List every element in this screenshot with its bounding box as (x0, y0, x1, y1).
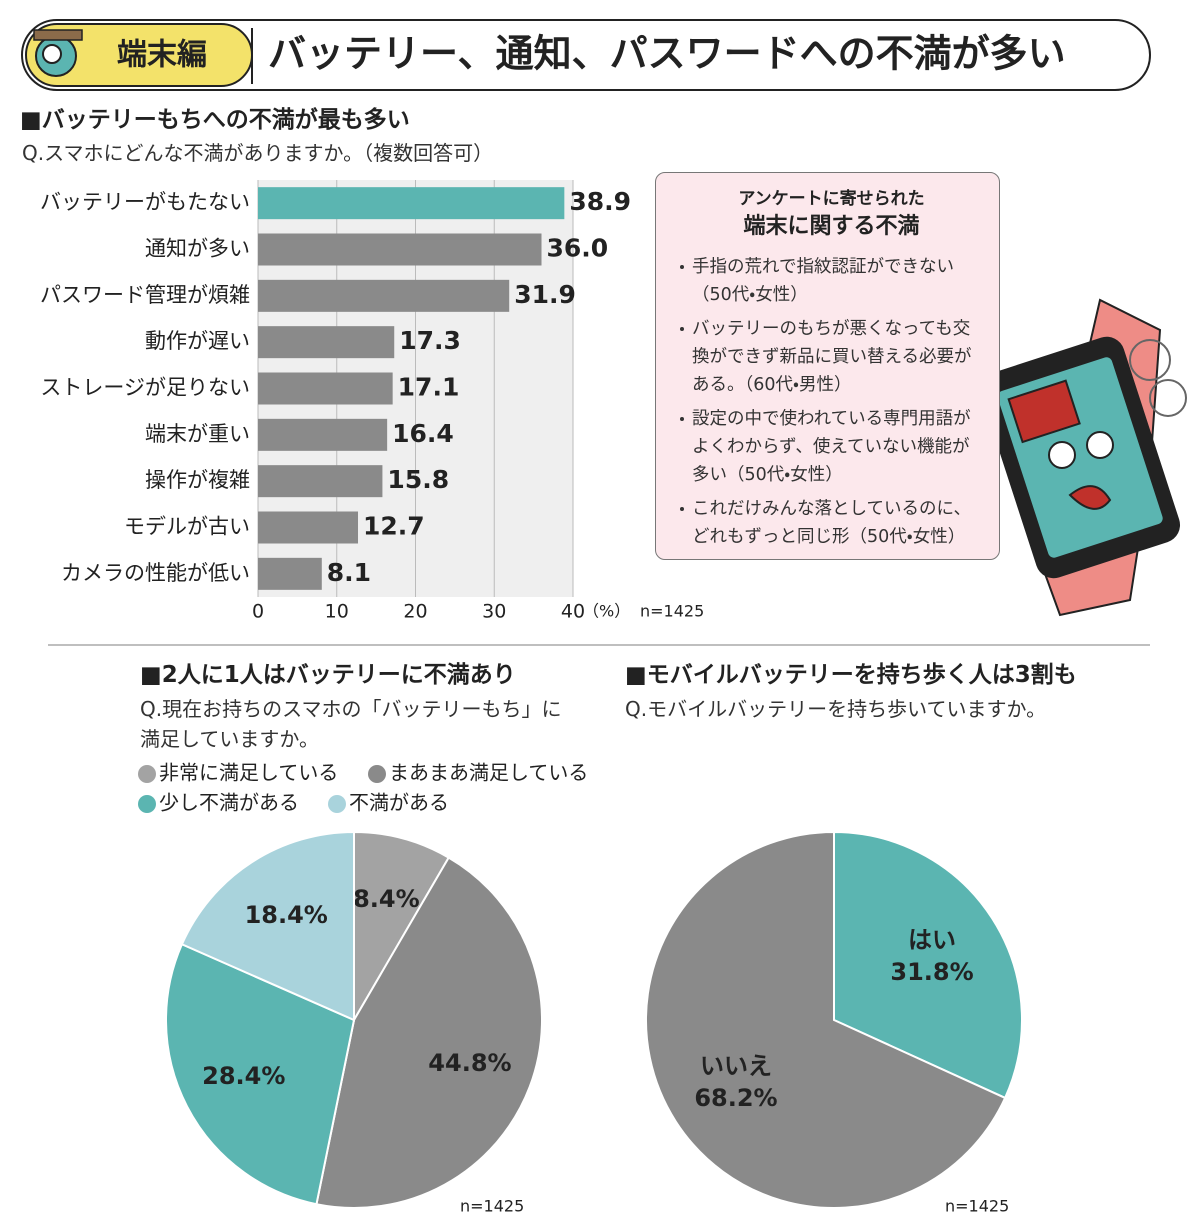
y-tick-label: カメラの性能が低い (61, 561, 250, 585)
bar (258, 418, 388, 451)
value-label: 17.3 (399, 326, 461, 355)
mascot-hat (33, 29, 83, 41)
value-label: 38.9 (569, 187, 631, 216)
x-tick-label: 40 (561, 601, 585, 623)
bullet (680, 265, 684, 269)
slice-name: いいえ (700, 1052, 772, 1080)
illustration (980, 298, 1187, 617)
bar (258, 372, 393, 405)
bar (258, 465, 383, 498)
chart-title: ■2人に1人はバッテリーに不満あり (140, 662, 516, 688)
comment-text: 設定の中で使われている専門用語がよくわからず、使えていない機能が多い（50代・女… (692, 409, 971, 485)
comment-item: これだけみんな落としているのに、どれもずっと同じ形（50代・女性） (678, 495, 985, 551)
pie-slice (180, 830, 355, 1022)
badge-text: 端末編 (117, 38, 207, 73)
value-label: 31.8% (890, 958, 973, 986)
y-tick-label: 端末が重い (145, 422, 250, 446)
bar (258, 511, 359, 544)
legend-label: 非常に満足している (159, 761, 338, 785)
value-label: 15.8 (387, 465, 449, 494)
pie-slice (315, 856, 543, 1209)
value-label: 18.4% (245, 901, 328, 929)
value-label: 8.4% (353, 885, 420, 913)
y-tick-label: パスワード管理が煩雑 (40, 283, 250, 307)
pie-slice (833, 830, 1023, 1100)
bullet (680, 417, 684, 421)
value-label: 8.1 (327, 558, 371, 587)
value-label: 16.4 (392, 419, 454, 448)
illustration-battery (1007, 379, 1081, 444)
sample-size: n=1425 (640, 602, 704, 621)
header-title: バッテリー、通知、パスワードへの不満が多い (268, 32, 1066, 76)
header-frame (21, 19, 1151, 91)
sample-size: n=1425 (945, 1197, 1009, 1216)
bullet (680, 507, 684, 511)
legend-label: まあまあ満足している (389, 761, 588, 785)
comment-item: 設定の中で使われている専門用語がよくわからず、使えていない機能が多い（50代・女… (678, 405, 985, 489)
comment-text: バッテリーのもちが悪くなっても交換ができず新品に買い替える必要がある。（60代・… (692, 319, 972, 395)
pie-slice (644, 830, 1007, 1209)
pie-slice (165, 942, 356, 1206)
illustration-smoke (1129, 339, 1171, 381)
legend-swatch (138, 765, 156, 783)
value-label: 31.9 (514, 280, 576, 309)
y-tick-label: バッテリーがもたない (40, 190, 250, 214)
bar (258, 279, 510, 312)
comment-heading: 端末に関する不満 (743, 214, 920, 239)
chart-title: ■バッテリーもちへの不満が最も多い (20, 107, 410, 133)
x-axis-unit: （%） (583, 602, 630, 621)
comment-text: 手指の荒れで指紋認証ができない（50代・女性） (692, 257, 954, 305)
value-label: 44.8% (428, 1049, 511, 1077)
illustration-eye (1086, 431, 1114, 459)
bar (258, 557, 322, 590)
slice-name: はい (908, 926, 956, 954)
x-tick-label: 20 (403, 601, 427, 623)
value-label: 12.7 (363, 512, 425, 541)
x-tick-label: 30 (482, 601, 506, 623)
chart-subtitle: Q.現在お持ちのスマホの「バッテリーもち」に満足していますか。 (140, 697, 562, 751)
bar (258, 187, 565, 220)
illustration-smoke (1149, 379, 1187, 417)
comment-box: アンケートに寄せられた 端末に関する不満 手指の荒れで指紋認証ができない（50代… (655, 172, 1000, 560)
comment-text: これだけみんな落としているのに、どれもずっと同じ形（50代・女性） (692, 499, 971, 547)
legend-label: 不満がある (349, 791, 449, 815)
bar (258, 326, 395, 359)
comment-item: バッテリーのもちが悪くなっても交換ができず新品に買い替える必要がある。（60代・… (678, 315, 985, 399)
legend-label: 少し不満がある (159, 791, 299, 815)
illustration-eye (1048, 441, 1076, 469)
illustration-mouth (1068, 485, 1112, 510)
sample-size: n=1425 (460, 1197, 524, 1216)
mascot-eye (42, 44, 62, 64)
value-label: 68.2% (694, 1084, 777, 1112)
value-label: 17.1 (398, 373, 460, 402)
comment-heading: アンケートに寄せられた (738, 189, 925, 209)
pie-slice (353, 830, 451, 1024)
legend-swatch (138, 795, 156, 813)
y-tick-label: モデルが古い (124, 515, 250, 539)
x-tick-label: 0 (252, 601, 264, 623)
chart-subtitle: Q.モバイルバッテリーを持ち歩いていますか。 (625, 697, 1047, 721)
legend-swatch (368, 765, 386, 783)
value-label: 36.0 (547, 234, 609, 263)
value-label: 28.4% (202, 1062, 285, 1090)
y-tick-label: ストレージが足りない (40, 376, 250, 400)
y-tick-label: 操作が複雑 (145, 468, 250, 492)
comment-item: 手指の荒れで指紋認証ができない（50代・女性） (678, 253, 985, 309)
y-tick-label: 通知が多い (145, 237, 250, 261)
x-tick-label: 10 (325, 601, 349, 623)
y-tick-label: 動作が遅い (145, 329, 250, 353)
legend-swatch (328, 795, 346, 813)
chart-title: ■モバイルバッテリーを持ち歩く人は3割も (625, 662, 1077, 688)
chart-subtitle: Q.スマホにどんな不満がありますか。（複数回答可） (22, 141, 494, 165)
bar (258, 233, 542, 266)
bullet (680, 327, 684, 331)
